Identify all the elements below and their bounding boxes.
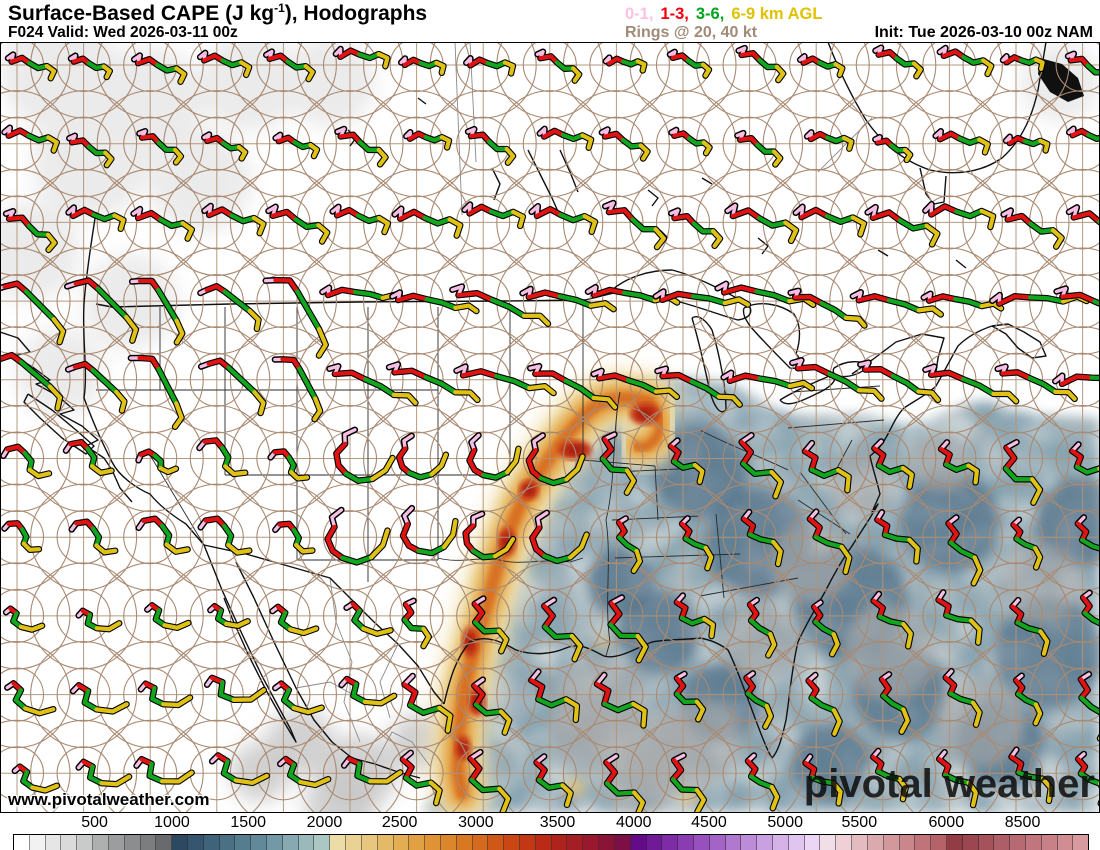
colorbar-cell bbox=[29, 835, 46, 850]
colorbar-cell bbox=[409, 835, 426, 850]
colorbar-cell bbox=[377, 835, 394, 850]
colorbar-cell bbox=[678, 835, 694, 850]
colorbar-cell bbox=[646, 835, 663, 850]
colorbar-cell bbox=[108, 835, 125, 850]
colorbar-cell bbox=[235, 835, 252, 850]
colorbar-cell bbox=[1057, 835, 1074, 850]
colorbar-tick: 5000 bbox=[767, 814, 803, 831]
colorbar-cell bbox=[45, 835, 62, 850]
legend-item: 1-3, bbox=[660, 5, 689, 23]
colorbar-cell bbox=[788, 835, 805, 850]
colorbar-cell bbox=[551, 835, 568, 850]
colorbar-cell bbox=[1073, 835, 1089, 850]
website-url-label: www.pivotalweather.com bbox=[8, 790, 210, 809]
colorbar-cell bbox=[1041, 835, 1058, 850]
colorbar-cell bbox=[567, 835, 584, 850]
colorbar-cell bbox=[757, 835, 773, 850]
colorbar-cell bbox=[725, 835, 742, 850]
colorbar-cell bbox=[140, 835, 157, 850]
colorbar-cell bbox=[504, 835, 520, 850]
colorbar-cell bbox=[488, 835, 505, 850]
legend-item: 6-9 km AGL bbox=[731, 5, 823, 23]
colorbar-cell bbox=[867, 835, 884, 850]
colorbar-cell bbox=[614, 835, 631, 850]
hodograph-layer-legend: 0-1, 1-3, 3-6, 6-9 km AGL bbox=[625, 5, 829, 24]
colorbar-cell bbox=[361, 835, 378, 850]
colorbar-tick: 2500 bbox=[381, 814, 418, 831]
colorbar-cell bbox=[962, 835, 979, 850]
colorbar-cell bbox=[282, 835, 299, 850]
colorbar-cell bbox=[804, 835, 821, 850]
colorbar-cell bbox=[630, 835, 647, 850]
cape-colorbar bbox=[13, 834, 1089, 850]
colorbar-cell bbox=[946, 835, 963, 850]
colorbar-cell bbox=[535, 835, 552, 850]
colorbar-cell bbox=[472, 835, 489, 850]
colorbar-tick: 4500 bbox=[691, 814, 727, 831]
colorbar-cell bbox=[820, 835, 837, 850]
colorbar-tick: 500 bbox=[81, 814, 108, 831]
colorbar-cell bbox=[883, 835, 900, 850]
colorbar-cell bbox=[520, 835, 536, 850]
colorbar-cell bbox=[852, 835, 868, 850]
colorbar-cell bbox=[1010, 835, 1026, 850]
colorbar-cell bbox=[599, 835, 615, 850]
colorbar-cell bbox=[915, 835, 932, 850]
colorbar-cell bbox=[203, 835, 220, 850]
colorbar-cell bbox=[298, 835, 315, 850]
colorbar-cell bbox=[251, 835, 267, 850]
legend-item: 3-6, bbox=[695, 5, 725, 23]
colorbar-tick: 2000 bbox=[306, 814, 343, 831]
title-superscript: -1 bbox=[274, 1, 285, 15]
colorbar-cell bbox=[187, 835, 204, 850]
colorbar-cell bbox=[899, 835, 916, 850]
colorbar-tick: 3500 bbox=[539, 814, 576, 831]
init-time-label: Init: Tue 2026-03-10 00z NAM bbox=[874, 24, 1093, 41]
colorbar-cell bbox=[978, 835, 995, 850]
colorbar-cell bbox=[836, 835, 853, 850]
colorbar-cell bbox=[994, 835, 1011, 850]
colorbar-cell bbox=[346, 835, 362, 850]
colorbar-tick: 3000 bbox=[458, 814, 494, 831]
colorbar-cell bbox=[14, 835, 30, 850]
colorbar-cell bbox=[709, 835, 726, 850]
colorbar-cell bbox=[314, 835, 331, 850]
colorbar-cell bbox=[124, 835, 141, 850]
colorbar-cell bbox=[583, 835, 600, 850]
colorbar-tick: 1500 bbox=[230, 814, 266, 831]
colorbar-cell bbox=[267, 835, 283, 850]
colorbar-tick: 6000 bbox=[928, 814, 965, 831]
colorbar-cell bbox=[77, 835, 94, 850]
colorbar-tick: 5500 bbox=[841, 814, 878, 831]
colorbar-cell bbox=[773, 835, 789, 850]
colorbar-cell bbox=[693, 835, 710, 850]
valid-time-label: F024 Valid: Wed 2026-03-11 00z bbox=[8, 24, 238, 41]
colorbar-cell bbox=[662, 835, 679, 850]
colorbar-cell bbox=[425, 835, 441, 850]
colorbar-cell bbox=[93, 835, 109, 850]
weather-map-canvas bbox=[0, 42, 1100, 813]
colorbar-cell bbox=[440, 835, 457, 850]
colorbar-cell bbox=[330, 835, 347, 850]
colorbar-tick-labels: 500 1000 1500 2000 2500 3000 3500 4000 4500 5000 5… bbox=[0, 814, 1100, 832]
colorbar-cell bbox=[61, 835, 78, 850]
colorbar-cell bbox=[219, 835, 236, 850]
legend-item: 0-1, bbox=[625, 5, 654, 23]
colorbar-cell bbox=[1026, 835, 1042, 850]
header-bar: Surface-Based CAPE (J kg-1), Hodographs … bbox=[0, 0, 1100, 42]
colorbar-cell bbox=[156, 835, 173, 850]
rings-legend-label: Rings @ 20, 40 kt bbox=[625, 24, 758, 41]
colorbar-cell bbox=[931, 835, 947, 850]
colorbar-tick: 8500 bbox=[1004, 814, 1041, 831]
colorbar-tick: 4000 bbox=[615, 814, 652, 831]
colorbar-tick: 1000 bbox=[154, 814, 190, 831]
colorbar-cell bbox=[393, 835, 410, 850]
page-title: Surface-Based CAPE (J kg-1), Hodographs bbox=[8, 1, 428, 25]
colorbar-cell bbox=[172, 835, 188, 850]
colorbar-cell bbox=[741, 835, 758, 850]
colorbar-cell bbox=[456, 835, 473, 850]
